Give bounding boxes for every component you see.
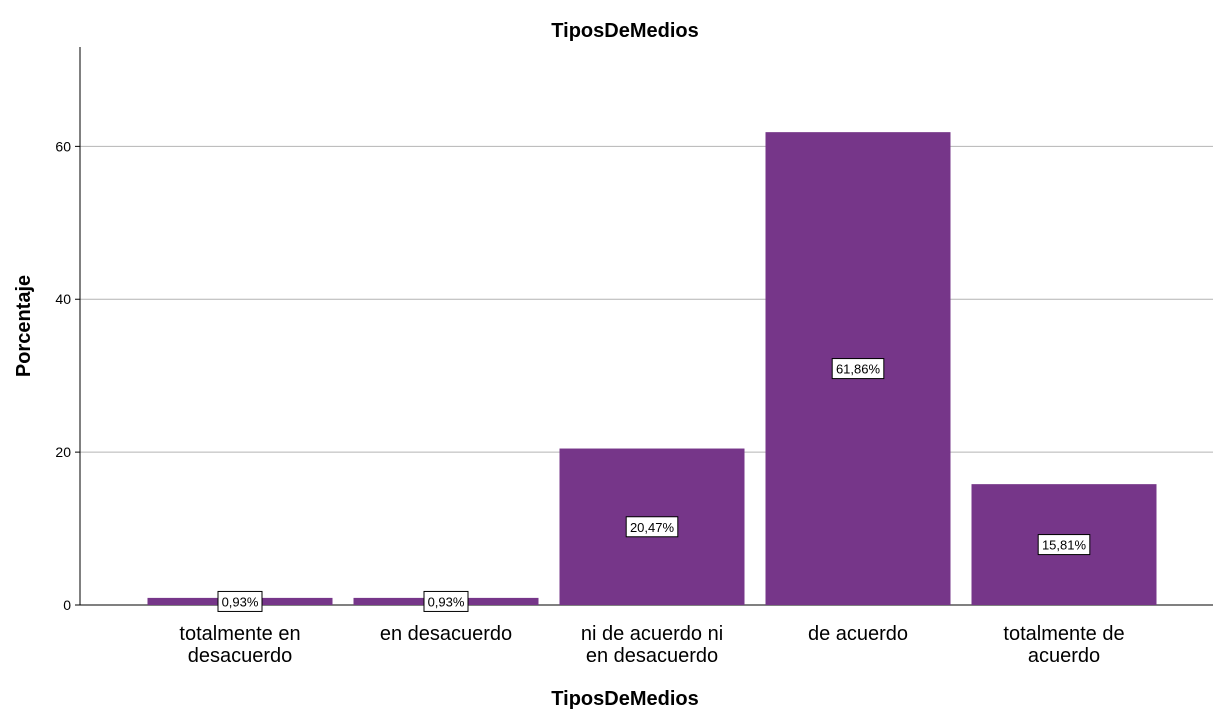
x-tick-label: de acuerdo [808, 623, 908, 645]
y-axis-ticks: 0 20 40 60 [55, 138, 80, 613]
data-label: 15,81% [1042, 538, 1087, 553]
x-axis-ticks: totalmente en desacuerdo en desacuerdo ni d… [179, 623, 1124, 667]
x-axis-title: TiposDeMedios [551, 688, 698, 710]
y-axis-title: Porcentaje [13, 275, 35, 377]
gridlines [80, 145, 1213, 453]
x-tick-label: totalmente en desacuerdo [179, 623, 300, 667]
chart-title: TiposDeMedios [551, 20, 698, 42]
y-tick-label: 60 [55, 138, 71, 154]
data-label: 0,93% [428, 594, 465, 609]
data-label-box [423, 590, 469, 612]
data-label: 61,86% [836, 362, 881, 377]
x-tick-label: en desacuerdo [380, 623, 512, 645]
data-label-box [831, 358, 885, 380]
data-label-box [217, 590, 263, 612]
y-tick-label: 0 [63, 597, 71, 613]
y-tick-label: 40 [55, 291, 71, 307]
data-label-box [625, 516, 679, 538]
x-tick-label: ni de acuerdo ni en desacuerdo [581, 623, 723, 667]
x-tick-label: totalmente de acuerdo [1003, 623, 1124, 667]
data-label: 0,93% [222, 594, 259, 609]
data-labels: 0,93% 0,93% 20,47% 61,86% 15,81% [217, 358, 1091, 612]
data-label: 20,47% [630, 520, 675, 535]
data-label-box [1037, 534, 1091, 556]
y-tick-label: 20 [55, 444, 71, 460]
